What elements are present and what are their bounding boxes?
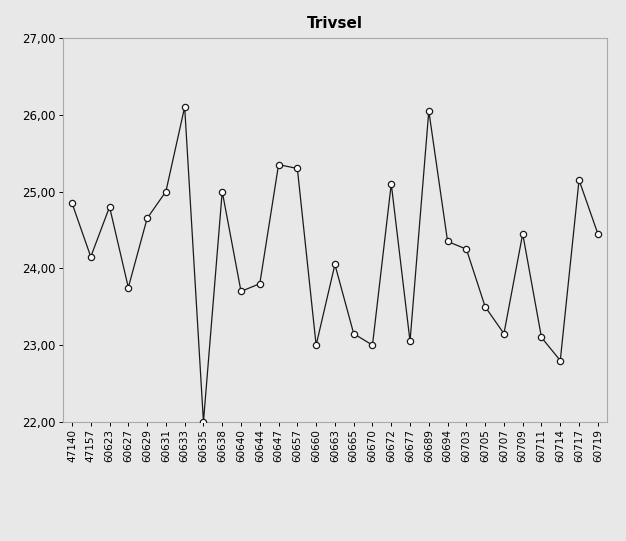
Title: Trivsel: Trivsel bbox=[307, 16, 363, 31]
